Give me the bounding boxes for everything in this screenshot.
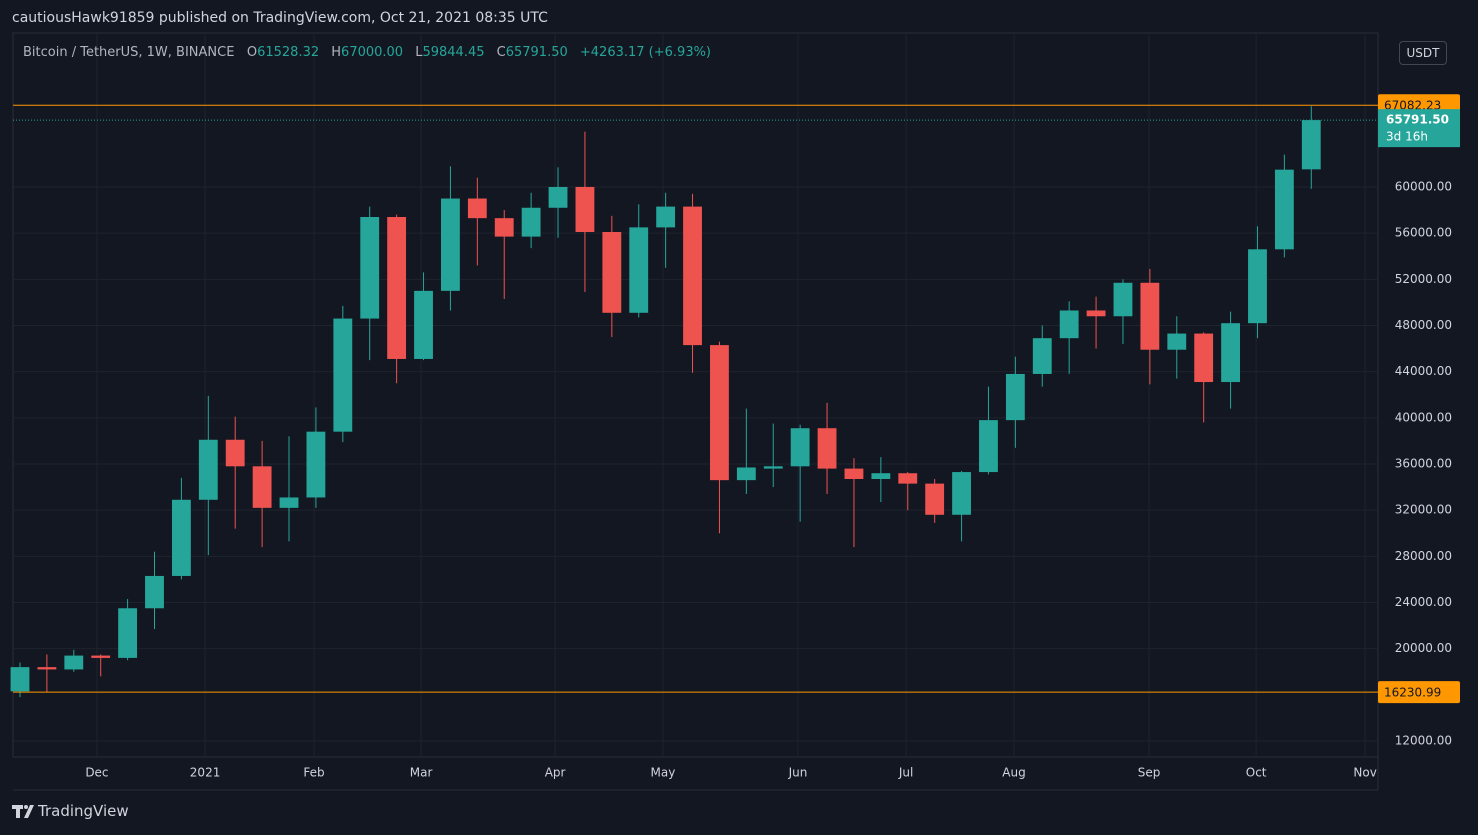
brand: TradingView xyxy=(38,802,129,820)
candle-body xyxy=(817,428,837,469)
candle-body xyxy=(1194,333,1214,383)
y-tick-label: 40000.00 xyxy=(1395,410,1452,424)
y-tick-label: 52000.00 xyxy=(1395,272,1452,286)
x-tick-label: Apr xyxy=(545,766,566,780)
candle-body xyxy=(629,227,649,313)
legend: Bitcoin / TetherUS, 1W, BINANCE O61528.3… xyxy=(23,45,719,60)
candle-body xyxy=(1221,323,1240,383)
candle-body xyxy=(575,186,595,232)
candle-body xyxy=(1086,310,1106,317)
y-tick-label: 60000.00 xyxy=(1395,179,1452,193)
candle-body xyxy=(683,206,702,346)
publisher-line: cautiousHawk91859 published on TradingVi… xyxy=(12,10,548,26)
symbol: Bitcoin / TetherUS, 1W, BINANCE xyxy=(23,45,235,60)
last-price-tag xyxy=(1378,109,1460,148)
candle-body xyxy=(252,466,272,508)
candle-body xyxy=(979,420,998,473)
y-tick-label: 44000.00 xyxy=(1395,364,1452,378)
high-value: 67000.00 xyxy=(341,45,404,60)
x-tick-label: Jul xyxy=(898,766,913,780)
candle-body xyxy=(91,655,111,658)
candle-body xyxy=(441,198,460,291)
candle-body xyxy=(1248,249,1267,324)
x-tick-label: Feb xyxy=(303,766,324,780)
x-tick-label: Aug xyxy=(1002,766,1025,780)
candle-body xyxy=(1032,338,1052,374)
candle-body xyxy=(360,216,380,319)
close-value: 65791.50 xyxy=(505,45,568,60)
price-line-tag xyxy=(1378,681,1460,704)
y-tick-label: 20000.00 xyxy=(1395,641,1452,655)
close-label: C xyxy=(496,45,506,60)
x-tick-label: Oct xyxy=(1246,766,1267,780)
candle-body xyxy=(1059,310,1079,339)
candle-body xyxy=(198,439,218,500)
candle-body xyxy=(790,428,810,467)
x-tick-label: Mar xyxy=(410,766,433,780)
candle-body xyxy=(37,667,57,670)
y-tick-label: 48000.00 xyxy=(1395,318,1452,332)
candle-body xyxy=(414,290,433,359)
low-value: 59844.45 xyxy=(422,45,485,60)
logo xyxy=(12,805,34,818)
candle-body xyxy=(521,207,541,237)
candle-body xyxy=(279,497,299,508)
candle-body xyxy=(925,483,945,515)
candle-body xyxy=(145,575,164,609)
footer: TradingView xyxy=(12,802,129,820)
candle-body xyxy=(602,231,622,313)
y-tick-label: 12000.00 xyxy=(1395,734,1452,748)
candle-body xyxy=(387,216,407,359)
y-tick-label: 28000.00 xyxy=(1395,549,1452,563)
candle-body xyxy=(1140,282,1160,350)
y-tick-label: 24000.00 xyxy=(1395,595,1452,609)
last-price-label: 65791.50 xyxy=(1386,113,1449,127)
y-tick-label: 36000.00 xyxy=(1395,456,1452,470)
x-tick-label: Nov xyxy=(1353,766,1376,780)
candle-body xyxy=(871,473,891,479)
price-line-label: 16230.99 xyxy=(1384,686,1441,700)
candle-body xyxy=(952,472,971,515)
candle-body xyxy=(1113,282,1133,317)
candle-body xyxy=(494,218,514,237)
x-tick-label: 2021 xyxy=(190,766,221,780)
x-tick-label: Dec xyxy=(85,766,108,780)
candle-body xyxy=(1301,120,1321,170)
candle-body xyxy=(225,439,245,467)
candle-body xyxy=(1005,373,1025,421)
candle-body xyxy=(1274,169,1294,250)
currency-badge[interactable]: USDT xyxy=(1399,41,1447,65)
candle-body xyxy=(333,318,353,432)
x-tick-label: May xyxy=(651,766,676,780)
x-tick-label: Sep xyxy=(1138,766,1161,780)
candle-body xyxy=(898,473,918,484)
open-value: 61528.32 xyxy=(257,45,320,60)
candle-body xyxy=(118,608,138,658)
candle-body xyxy=(64,655,84,670)
candle-body xyxy=(710,345,729,481)
candle-body xyxy=(306,431,326,498)
candle-body xyxy=(171,499,191,576)
high-label: H xyxy=(331,45,342,60)
candle-body xyxy=(467,198,487,219)
candle-body xyxy=(1167,333,1187,350)
open-label: O xyxy=(246,45,258,60)
candle-body xyxy=(10,667,30,692)
low-label: L xyxy=(415,45,423,60)
candle-body xyxy=(763,466,783,469)
countdown: 3d 16h xyxy=(1386,130,1428,144)
candle-body xyxy=(548,186,568,208)
x-tick-label: Jun xyxy=(788,766,808,780)
y-tick-label: 32000.00 xyxy=(1395,503,1452,517)
candle-body xyxy=(656,206,676,228)
candle-body xyxy=(736,467,756,481)
y-tick-label: 56000.00 xyxy=(1395,226,1452,240)
candle-body xyxy=(844,468,864,479)
change: +4263.17 (+6.93%) xyxy=(579,45,712,60)
